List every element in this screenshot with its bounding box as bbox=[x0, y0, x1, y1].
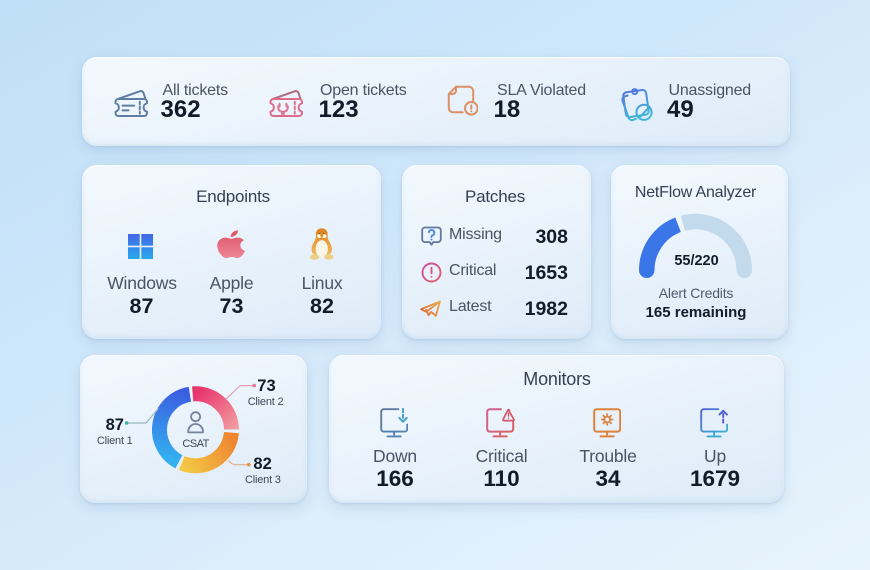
svg-text:CSAT: CSAT bbox=[182, 438, 209, 450]
